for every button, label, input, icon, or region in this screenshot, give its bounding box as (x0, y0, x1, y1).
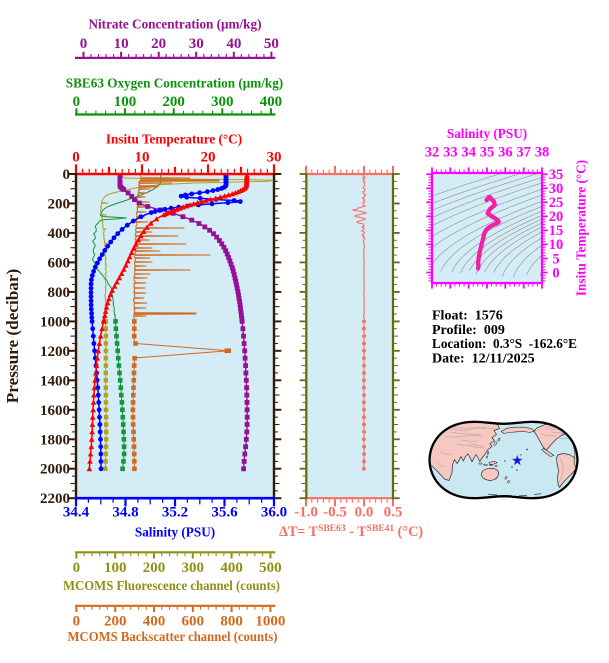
svg-text:400: 400 (48, 226, 71, 242)
svg-text:0.0: 0.0 (355, 504, 374, 520)
svg-text:200: 200 (162, 94, 185, 110)
svg-text:0: 0 (552, 265, 559, 281)
svg-text:ΔT= TSBE63 - TSBE41 (°C): ΔT= TSBE63 - TSBE41 (°C) (279, 524, 423, 540)
svg-text:300: 300 (182, 560, 205, 576)
svg-text:15: 15 (549, 223, 564, 239)
svg-text:400: 400 (143, 614, 166, 630)
svg-text:600: 600 (48, 255, 71, 271)
svg-text:-1.0: -1.0 (294, 504, 318, 520)
svg-text:1000: 1000 (255, 614, 285, 630)
svg-text:2200: 2200 (40, 491, 70, 507)
svg-text:10: 10 (549, 237, 564, 253)
svg-text:10: 10 (135, 150, 150, 166)
svg-text:20: 20 (549, 209, 564, 225)
svg-text:0: 0 (73, 560, 81, 576)
svg-text:1600: 1600 (40, 403, 70, 419)
svg-text:20: 20 (151, 36, 166, 52)
svg-text:200: 200 (143, 560, 166, 576)
svg-text:300: 300 (211, 94, 234, 110)
svg-text:1200: 1200 (40, 344, 70, 360)
svg-text:Pressure (decibar): Pressure (decibar) (3, 269, 22, 403)
svg-text:30: 30 (267, 150, 282, 166)
svg-text:400: 400 (260, 94, 283, 110)
svg-text:25: 25 (549, 195, 564, 211)
svg-text:600: 600 (182, 614, 205, 630)
svg-text:100: 100 (104, 560, 127, 576)
svg-text:1000: 1000 (40, 314, 70, 330)
svg-text:0: 0 (80, 36, 88, 52)
svg-text:Insitu Temperature (°C): Insitu Temperature (°C) (574, 160, 589, 296)
svg-text:0: 0 (73, 94, 81, 110)
svg-text:35: 35 (480, 145, 495, 161)
svg-text:36: 36 (498, 145, 513, 161)
svg-text:100: 100 (114, 94, 137, 110)
svg-text:32: 32 (425, 145, 440, 161)
svg-text:0: 0 (73, 614, 81, 630)
svg-text:Float: 1576: Float: 1576 (432, 309, 503, 324)
svg-text:34.4: 34.4 (63, 504, 90, 520)
svg-text:35.2: 35.2 (162, 504, 188, 520)
svg-text:30: 30 (549, 181, 564, 197)
svg-text:38: 38 (535, 145, 550, 161)
svg-text:35.6: 35.6 (211, 504, 238, 520)
svg-text:MCOMS Fluorescence channel (co: MCOMS Fluorescence channel (counts) (63, 578, 280, 593)
svg-text:1800: 1800 (40, 432, 70, 448)
svg-text:Insitu Temperature (°C): Insitu Temperature (°C) (106, 132, 242, 147)
svg-text:34.8: 34.8 (112, 504, 138, 520)
svg-text:Nitrate Concentration (μm/kg): Nitrate Concentration (μm/kg) (88, 16, 261, 31)
svg-text:2000: 2000 (40, 462, 70, 478)
svg-text:0.5: 0.5 (384, 504, 403, 520)
svg-text:50: 50 (264, 36, 279, 52)
svg-text:1400: 1400 (40, 373, 70, 389)
svg-text:0: 0 (72, 150, 80, 166)
svg-text:200: 200 (48, 196, 71, 212)
svg-text:200: 200 (104, 614, 127, 630)
svg-text:Profile: 009: Profile: 009 (432, 323, 505, 338)
svg-text:37: 37 (516, 145, 531, 161)
svg-text:Location: 0.3°S -162.6°E: Location: 0.3°S -162.6°E (432, 337, 577, 352)
svg-text:35: 35 (549, 167, 564, 183)
svg-text:SBE63 Oxygen Concentration (μm: SBE63 Oxygen Concentration (μm/kg) (66, 75, 283, 90)
svg-text:40: 40 (226, 36, 241, 52)
svg-text:MCOMS Backscatter channel (cou: MCOMS Backscatter channel (counts) (68, 629, 278, 644)
svg-text:30: 30 (189, 36, 204, 52)
svg-text:400: 400 (220, 560, 243, 576)
svg-text:33: 33 (443, 145, 458, 161)
svg-text:500: 500 (259, 560, 282, 576)
svg-text:-0.5: -0.5 (323, 504, 347, 520)
svg-text:20: 20 (201, 150, 216, 166)
svg-text:0: 0 (63, 167, 71, 183)
svg-text:Date: 12/11/2025: Date: 12/11/2025 (432, 351, 535, 366)
svg-text:5: 5 (552, 251, 559, 267)
svg-text:800: 800 (220, 614, 243, 630)
svg-text:Salinity (PSU): Salinity (PSU) (447, 126, 527, 141)
svg-text:800: 800 (48, 285, 71, 301)
svg-text:Salinity (PSU): Salinity (PSU) (135, 525, 215, 540)
svg-text:36.0: 36.0 (261, 504, 287, 520)
svg-text:10: 10 (114, 36, 129, 52)
svg-text:34: 34 (461, 145, 476, 161)
